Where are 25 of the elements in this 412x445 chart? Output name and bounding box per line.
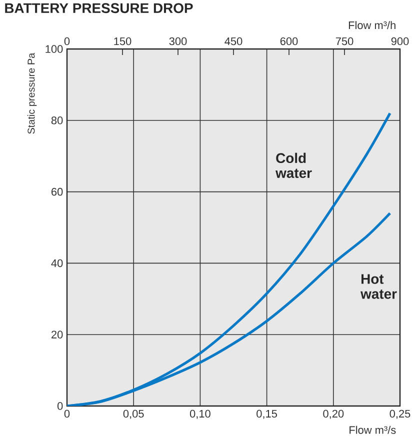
- x2-tick-label: 750: [336, 37, 354, 46]
- x2-tick-label: 900: [391, 37, 409, 46]
- x2-tick-label: 300: [169, 37, 187, 46]
- x2-tick-label: 0: [64, 37, 70, 46]
- x-axis-title: Flow m³/s: [350, 426, 396, 434]
- y-tick-label: 20: [52, 330, 63, 338]
- x-tick-label: 0,15: [256, 410, 277, 419]
- x-tick-label: 0,20: [323, 410, 344, 419]
- x2-axis-title: Flow m³/h: [348, 21, 396, 30]
- y-tick-label: 40: [51, 259, 63, 268]
- x2-tick-label: 150: [114, 37, 132, 46]
- y-tick-label: 60: [52, 188, 63, 196]
- y-tick-label: 80: [51, 116, 63, 124]
- y-axis-title: Static pressure Pa: [27, 52, 37, 134]
- text: Cold water: [276, 152, 312, 178]
- y-tick-label: 100: [46, 45, 63, 53]
- chart-title: BATTERY PRESSURE DROP: [5, 3, 193, 14]
- x-tick-label: 0,25: [390, 410, 410, 419]
- x-tick-label: 0,10: [190, 410, 210, 419]
- x-tick-label: 0: [64, 410, 70, 418]
- y-tick-label: 0: [57, 402, 63, 410]
- x2-tick-label: 450: [224, 37, 242, 46]
- x2-tick-label: 600: [280, 37, 298, 46]
- series-label: Hot water: [360, 274, 397, 299]
- x-tick-label: 0,05: [123, 410, 144, 419]
